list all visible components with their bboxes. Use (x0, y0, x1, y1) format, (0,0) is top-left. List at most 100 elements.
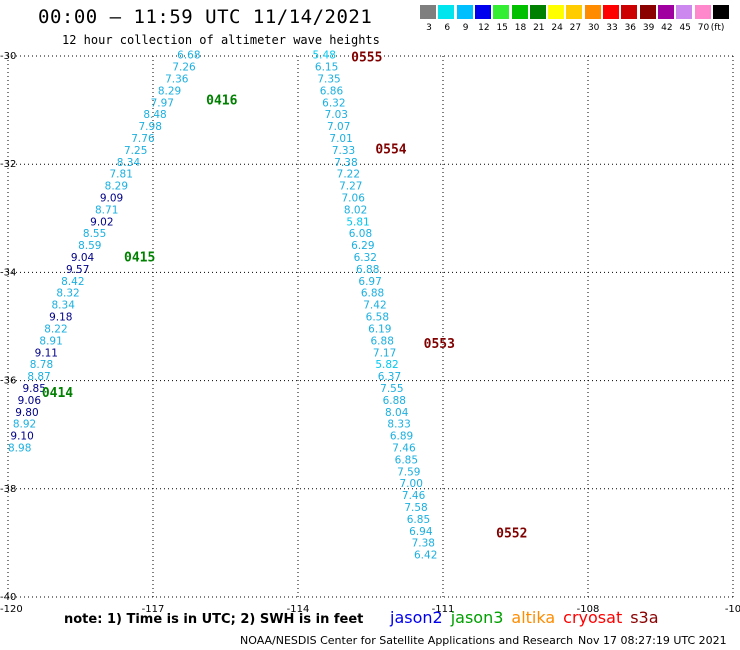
legend-swatch (438, 5, 455, 19)
wave-height-value: 9.18 (49, 312, 72, 324)
wave-height-value: 6.85 (407, 514, 430, 526)
wave-height-value: 7.03 (325, 109, 348, 121)
wave-height-value: 6.68 (177, 50, 200, 62)
wave-height-value: 7.42 (363, 300, 386, 312)
pass-time-label: 0416 (206, 94, 237, 109)
wave-height-value: 6.88 (371, 335, 394, 347)
wave-height-value: 7.33 (332, 145, 355, 157)
wave-height-value: 9.10 (10, 431, 33, 443)
wave-height-value: 8.04 (385, 407, 409, 419)
wave-height-value: 7.46 (402, 490, 426, 502)
legend-label: 9 (462, 23, 469, 33)
wave-height-value: 8.59 (78, 240, 101, 252)
legend-swatch (584, 5, 601, 19)
wave-height-value: 6.42 (414, 550, 437, 562)
legend-swatch (712, 5, 729, 19)
legend-label: 18 (514, 23, 527, 33)
legend-label: 15 (496, 23, 508, 33)
wave-height-value: 7.81 (110, 169, 133, 181)
legend-label: 6 (444, 23, 451, 33)
wave-height-value: 8.98 (8, 442, 31, 454)
lon-tick-label: -117 (142, 604, 165, 615)
pass-time-label: 0552 (496, 526, 527, 541)
satellite-label-altika: altika (511, 608, 556, 627)
wave-height-value: 9.04 (71, 252, 95, 264)
satellite-label-jason3: jason3 (450, 608, 504, 627)
wave-height-value: 5.48 (313, 50, 336, 62)
wave-height-value: 8.91 (39, 335, 62, 347)
legend-label: 70 (697, 23, 710, 33)
pass-time-label: 0555 (351, 50, 382, 65)
lat-tick-label: -30 (0, 51, 16, 62)
satellite-label-s3a: s3a (630, 608, 659, 627)
legend-swatch (676, 5, 693, 19)
legend-swatch (639, 5, 656, 19)
wave-height-value: 7.98 (139, 121, 162, 133)
footer-note: note: 1) Time is in UTC; 2) SWH is in fe… (64, 612, 364, 627)
wave-height-value: 8.71 (95, 204, 118, 216)
wave-height-value: 8.32 (56, 288, 79, 300)
lon-tick-label: -10 (725, 604, 740, 615)
wave-height-value: 7.00 (400, 478, 423, 490)
wave-height-value: 9.57 (66, 264, 89, 276)
lon-tick-label: -114 (287, 604, 310, 615)
legend-swatch (566, 5, 583, 19)
legend-label: 12 (478, 23, 490, 33)
wave-height-value: 7.76 (131, 133, 155, 145)
wave-height-value: 8.29 (158, 85, 181, 97)
legend-label: 42 (661, 23, 673, 33)
satellite-label-cryosat: cryosat (563, 608, 623, 627)
legend-label: 24 (551, 23, 563, 33)
lat-tick-label: -32 (0, 159, 16, 170)
wave-height-value: 6.29 (351, 240, 374, 252)
wave-height-value: 7.36 (165, 74, 189, 86)
satellite-legend: jason2 jason3 altika cryosat s3a (390, 608, 667, 627)
wave-height-value: 6.15 (315, 62, 338, 74)
wave-height-value: 7.58 (404, 502, 427, 514)
legend-label: 27 (569, 23, 582, 33)
wave-height-value: 8.87 (27, 371, 50, 383)
wave-height-value: 6.37 (378, 371, 401, 383)
legend-swatch (621, 5, 638, 19)
wave-height-value: 7.25 (124, 145, 147, 157)
pass-time-label: 0414 (42, 386, 73, 401)
wave-height-value: 6.88 (361, 288, 384, 300)
wave-height-value: 8.78 (30, 359, 53, 371)
wave-height-value: 7.55 (380, 383, 403, 395)
wave-height-value: 6.88 (383, 395, 406, 407)
lon-tick-label: -111 (432, 604, 455, 615)
wave-height-value: 9.09 (100, 193, 123, 205)
wave-height-value: 6.32 (354, 252, 377, 264)
wave-height-value: 7.17 (373, 347, 396, 359)
legend-label: 30 (587, 23, 600, 33)
wave-height-value: 5.82 (375, 359, 398, 371)
wave-height-value: 7.59 (397, 466, 420, 478)
pass-time-label: 0554 (375, 142, 406, 157)
wave-height-value: 8.34 (52, 300, 76, 312)
wave-height-value: 8.48 (143, 109, 166, 121)
wave-height-value: 7.38 (334, 157, 357, 169)
lon-tick-label: -120 (0, 604, 23, 615)
wave-height-value: 9.06 (18, 395, 42, 407)
wave-height-value: 7.01 (329, 133, 352, 145)
pass-time-label: 0553 (424, 337, 455, 352)
wave-height-value: 9.02 (90, 216, 113, 228)
page-subtitle: 12 hour collection of altimeter wave hei… (62, 33, 380, 47)
legend-label: 45 (679, 23, 691, 33)
legend-swatch (493, 5, 510, 19)
wave-height-value: 6.89 (390, 431, 413, 443)
wave-height-value: 7.27 (339, 181, 362, 193)
lon-tick-label: -108 (577, 604, 600, 615)
page-title: 00:00 – 11:59 UTC 11/14/2021 (38, 6, 373, 28)
wave-height-value: 8.02 (344, 204, 367, 216)
wave-height-value: 7.97 (151, 97, 174, 109)
wave-height-value: 8.33 (387, 419, 410, 431)
legend-swatch (603, 5, 619, 19)
legend-label: 21 (533, 23, 545, 33)
wave-height-value: 8.34 (117, 157, 141, 169)
wave-height-value: 5.81 (346, 216, 369, 228)
wave-height-value: 6.94 (409, 526, 433, 538)
wave-height-value: 9.85 (23, 383, 46, 395)
wave-height-value: 7.35 (317, 74, 340, 86)
